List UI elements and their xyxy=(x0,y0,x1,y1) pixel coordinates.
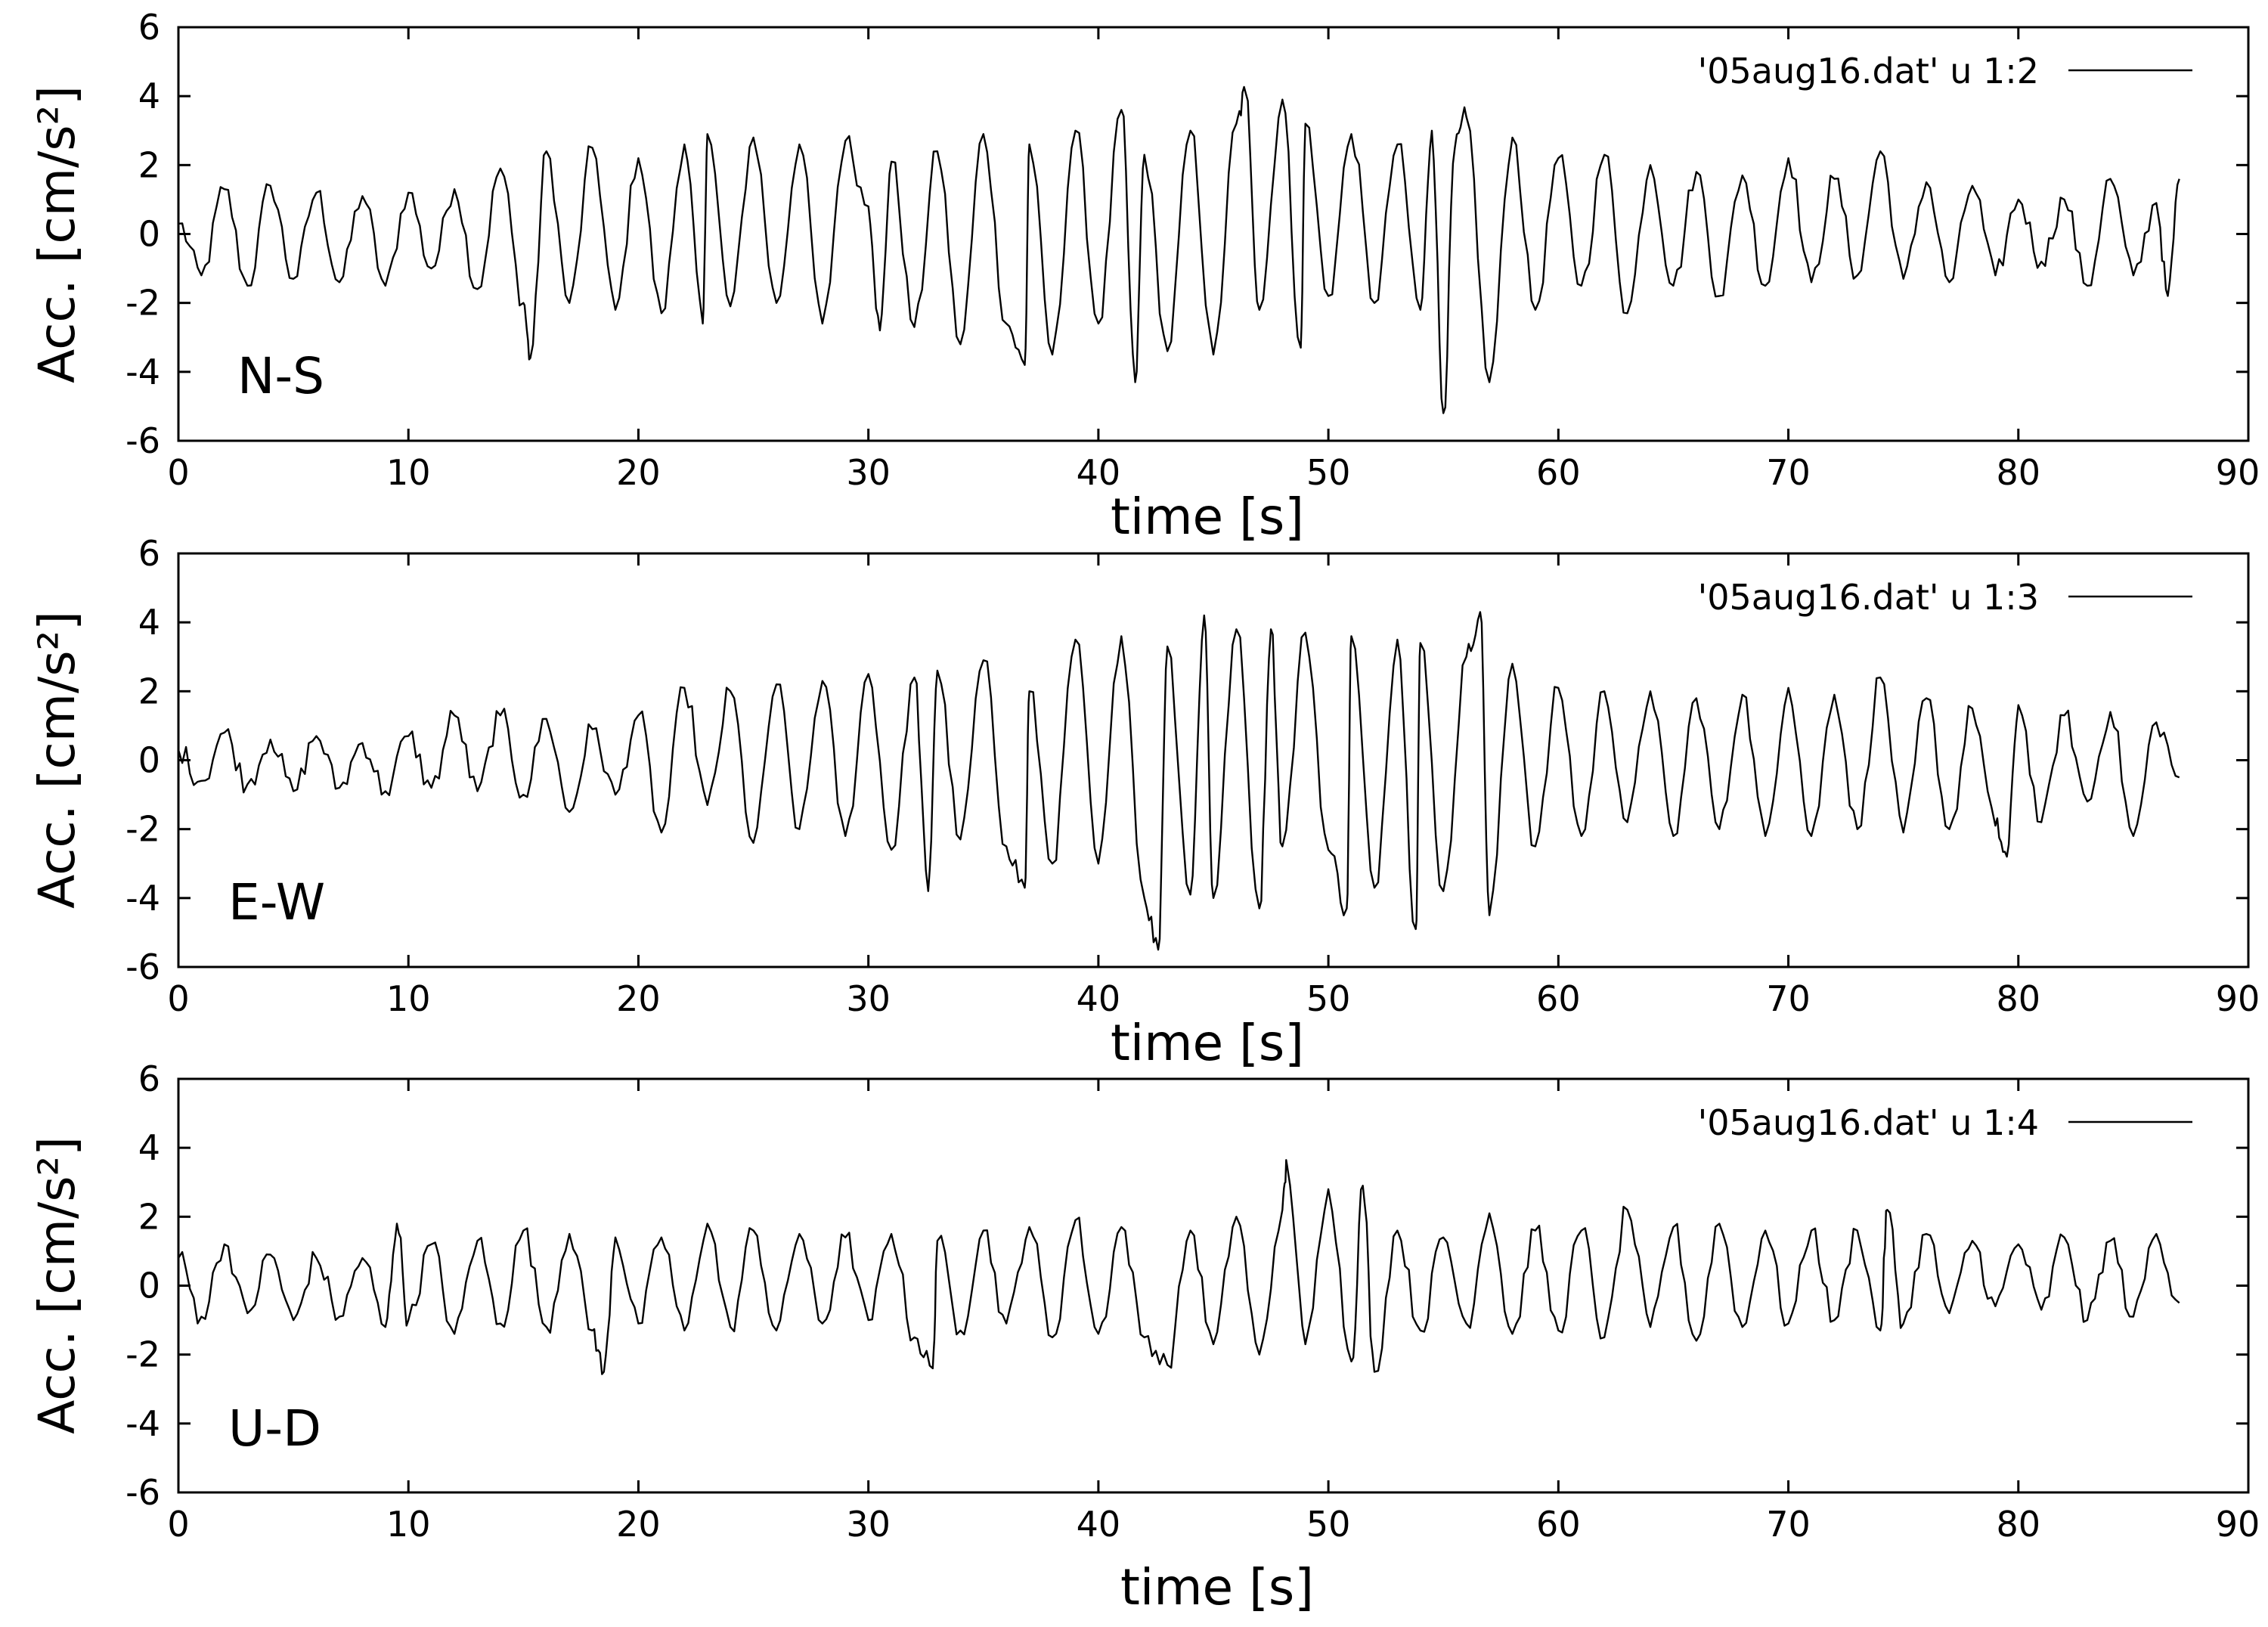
component-label-ud: U-D xyxy=(228,1399,321,1458)
y-tick-label: -6 xyxy=(125,420,160,461)
x-axis-label-ew: time [s] xyxy=(1111,1014,1304,1072)
x-tick-label: 70 xyxy=(1766,978,1811,1019)
x-tick-label: 90 xyxy=(2216,978,2260,1019)
x-tick-label: 10 xyxy=(386,452,431,493)
x-tick-label: 90 xyxy=(2216,1504,2260,1545)
x-tick-label: 10 xyxy=(386,978,431,1019)
x-tick-label: 40 xyxy=(1077,978,1121,1019)
y-tick-label: -6 xyxy=(125,947,160,987)
x-tick-label: 0 xyxy=(167,1504,189,1545)
legend-ew: '05aug16.dat' u 1:3 xyxy=(1698,577,2192,618)
legend-label-ns: '05aug16.dat' u 1:2 xyxy=(1698,51,2039,91)
trace-ns xyxy=(178,87,2180,414)
x-tick-label: 60 xyxy=(1536,978,1581,1019)
x-tick-label: 80 xyxy=(1997,452,2041,493)
x-tick-label: 50 xyxy=(1306,978,1351,1019)
x-tick-label: 30 xyxy=(846,978,891,1019)
x-tick-label: 60 xyxy=(1536,452,1581,493)
x-tick-label: 20 xyxy=(616,452,661,493)
y-tick-label: 4 xyxy=(138,76,160,116)
x-tick-label: 80 xyxy=(1997,978,2041,1019)
x-axis-label-ud: time [s] xyxy=(1120,1558,1314,1616)
y-tick-label: -4 xyxy=(125,878,160,919)
x-tick-label: 90 xyxy=(2216,452,2260,493)
x-axis-label-ns: time [s] xyxy=(1111,488,1304,546)
y-axis-label-ns: Acc. [cm/s²] xyxy=(28,85,86,383)
x-tick-label: 70 xyxy=(1766,452,1811,493)
y-tick-label: 2 xyxy=(138,671,160,711)
y-tick-label: 6 xyxy=(138,533,160,574)
x-tick-label: 40 xyxy=(1077,1504,1121,1545)
y-tick-label: -6 xyxy=(125,1472,160,1513)
x-tick-label: 50 xyxy=(1306,1504,1351,1545)
legend-label-ew: '05aug16.dat' u 1:3 xyxy=(1698,577,2039,618)
x-tick-labels-ns: 0 10 20 30 40 50 60 70 80 90 xyxy=(167,452,2260,493)
x-tick-label: 80 xyxy=(1997,1504,2041,1545)
component-label-ns: N-S xyxy=(237,347,324,405)
y-tick-labels-ew: 6 4 2 0 -2 -4 -6 xyxy=(125,533,160,987)
y-tick-label: 6 xyxy=(138,1058,160,1099)
y-tick-label: -2 xyxy=(125,283,160,324)
trace-ew xyxy=(178,612,2180,950)
y-tick-label: 4 xyxy=(138,1127,160,1168)
y-tick-labels-ud: 6 4 2 0 -2 -4 -6 xyxy=(125,1058,160,1513)
y-tick-label: 0 xyxy=(138,740,160,781)
trace-ud xyxy=(178,1160,2180,1374)
y-axis-label-ud: Acc. [cm/s²] xyxy=(28,1136,86,1434)
component-label-ew: E-W xyxy=(228,873,325,931)
x-tick-label: 40 xyxy=(1077,452,1121,493)
y-tick-label: -4 xyxy=(125,352,160,392)
legend-ud: '05aug16.dat' u 1:4 xyxy=(1698,1102,2192,1143)
x-tick-label: 0 xyxy=(167,978,189,1019)
y-tick-labels-ns: 6 4 2 0 -2 -4 -6 xyxy=(125,7,160,461)
y-tick-label: 2 xyxy=(138,1196,160,1237)
x-tick-label: 30 xyxy=(846,1504,891,1545)
y-tick-label: 2 xyxy=(138,144,160,185)
y-tick-label: 6 xyxy=(138,7,160,48)
x-tick-labels-ud: 0 10 20 30 40 50 60 70 80 90 xyxy=(167,1504,2260,1545)
x-tick-label: 50 xyxy=(1306,452,1351,493)
x-tick-label: 30 xyxy=(846,452,891,493)
x-tick-label: 60 xyxy=(1536,1504,1581,1545)
y-tick-label: 4 xyxy=(138,602,160,643)
legend-label-ud: '05aug16.dat' u 1:4 xyxy=(1698,1102,2039,1143)
x-tick-label: 20 xyxy=(616,1504,661,1545)
x-tick-label: 10 xyxy=(386,1504,431,1545)
legend-ns: '05aug16.dat' u 1:2 xyxy=(1698,51,2192,91)
x-tick-label: 70 xyxy=(1766,1504,1811,1545)
x-tick-labels-ew: 0 10 20 30 40 50 60 70 80 90 xyxy=(167,978,2260,1019)
x-tick-label: 20 xyxy=(616,978,661,1019)
y-tick-label: -2 xyxy=(125,809,160,850)
y-tick-label: -2 xyxy=(125,1334,160,1375)
x-tick-label: 0 xyxy=(167,452,189,493)
y-tick-label: 0 xyxy=(138,214,160,255)
y-tick-label: -4 xyxy=(125,1403,160,1444)
y-tick-label: 0 xyxy=(138,1266,160,1306)
y-axis-label-ew: Acc. [cm/s²] xyxy=(28,611,86,909)
